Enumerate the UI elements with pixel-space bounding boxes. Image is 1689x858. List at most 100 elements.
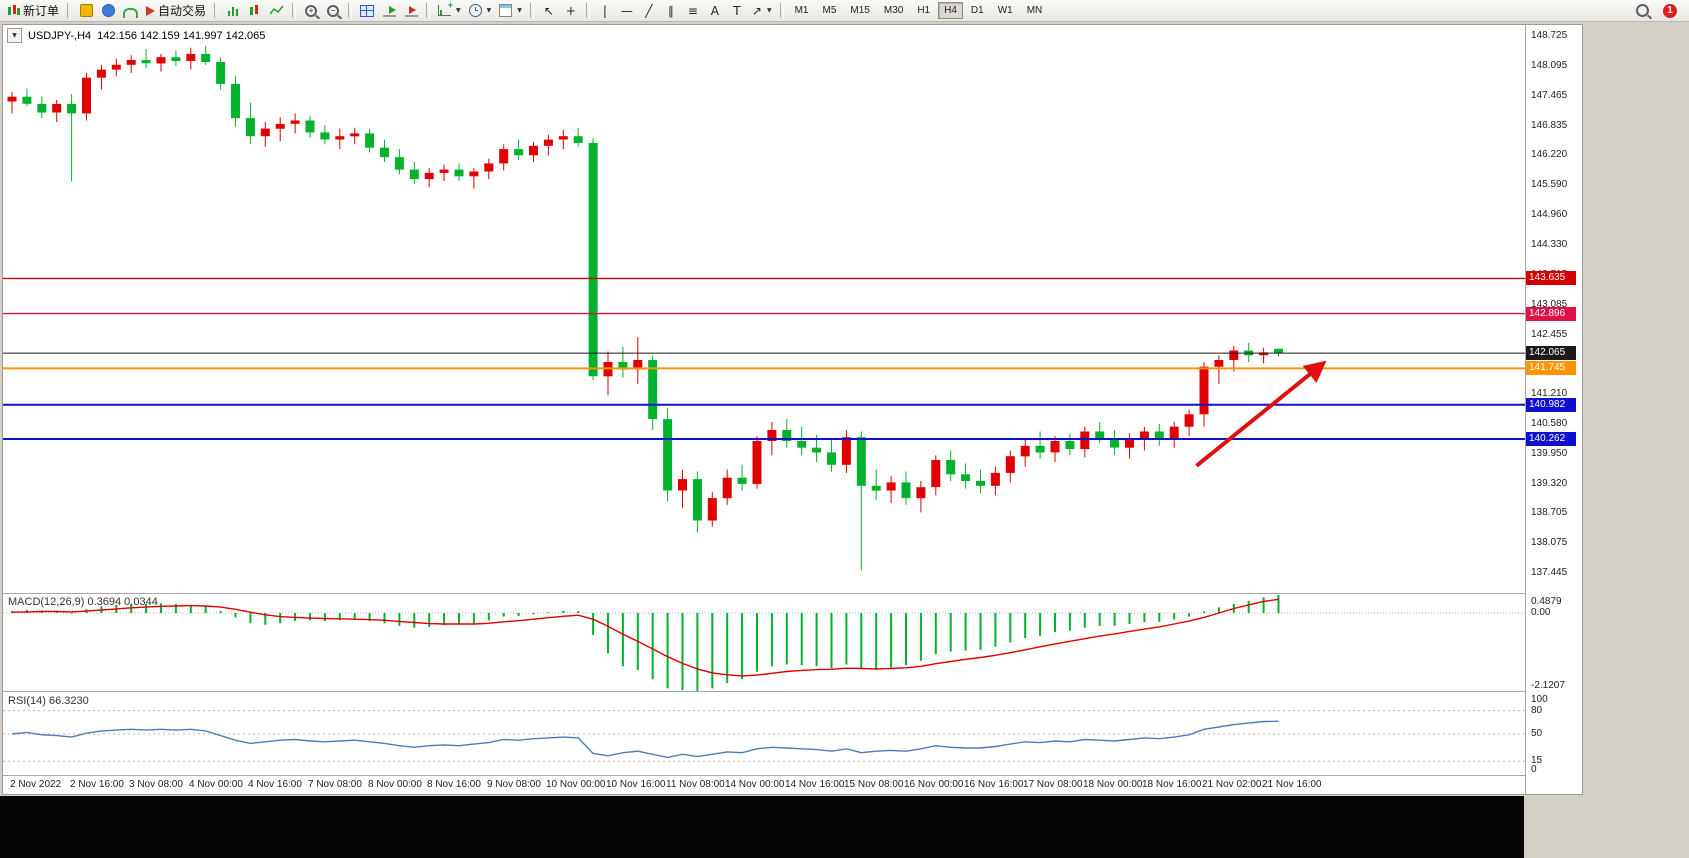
channel-icon: ∥ (667, 3, 674, 18)
time-axis[interactable]: 2 Nov 2022 2 Nov 16:00 3 Nov 08:00 4 Nov 00… (3, 775, 1525, 794)
text-label-button[interactable]: T (726, 1, 748, 21)
price-axis[interactable]: 148.725 148.095 147.465 146.835 146.220 145.5… (1525, 25, 1582, 794)
new-chart-icon (438, 0, 453, 16)
price-axis-label: 138.705 (1531, 507, 1568, 518)
price-axis-label: 137.445 (1531, 567, 1568, 578)
candlestick-chart-button[interactable] (244, 1, 266, 21)
date-label: 17 Nov 08:00 (1023, 779, 1083, 790)
price-axis-label: 145.590 (1531, 179, 1568, 190)
community-icon (101, 4, 115, 17)
date-label: 21 Nov 02:00 (1202, 779, 1262, 790)
chevron-down-icon: ▼ (12, 32, 17, 39)
crosshair-icon: + (565, 3, 576, 18)
tile-windows-button[interactable] (356, 1, 378, 21)
price-tag: 140.262 (1526, 432, 1576, 446)
date-label: 2 Nov 16:00 (70, 779, 124, 790)
support-button[interactable] (119, 1, 142, 21)
horizontal-line-button[interactable]: — (616, 1, 638, 21)
channel-button[interactable]: ∥ (660, 1, 682, 21)
rsi-axis-label: 80 (1531, 705, 1543, 716)
timeframe-button-d1[interactable]: D1 (970, 5, 984, 16)
templates-icon (499, 4, 513, 17)
price-axis-label: 139.950 (1531, 448, 1568, 459)
search-button[interactable] (1631, 1, 1653, 21)
community-button[interactable] (97, 1, 119, 21)
trendline-icon: ╱ (645, 3, 653, 18)
rsi-axis-label: 100 (1531, 694, 1548, 705)
text-button[interactable]: A (704, 1, 726, 21)
toolbar-separator (585, 3, 590, 18)
timeframe-button-mn[interactable]: MN (1026, 5, 1043, 16)
candlestick-layer (3, 45, 1525, 571)
chevron-down-icon: ▼ (766, 7, 772, 14)
date-label: 10 Nov 16:00 (606, 779, 666, 790)
price-tag: 142.065 (1526, 346, 1576, 360)
line-chart-button[interactable] (266, 1, 288, 21)
auto-scroll-button[interactable] (378, 1, 400, 21)
main-chart-plot[interactable] (3, 25, 1525, 593)
periods-button[interactable]: ▼ (465, 1, 496, 21)
zoom-out-button[interactable]: − (322, 1, 344, 21)
rsi-plot[interactable] (3, 693, 1525, 775)
market-icon (79, 4, 93, 17)
timeframe-button-m1[interactable]: M1 (794, 5, 809, 16)
macd-splitter[interactable] (3, 593, 1582, 594)
cursor-button[interactable]: ↖ (538, 1, 560, 21)
price-axis-label: 146.835 (1531, 120, 1568, 131)
price-axis-label: 148.725 (1531, 30, 1568, 41)
bar-chart-button[interactable] (222, 1, 244, 21)
main-toolbar: 新订单 自动交易 + − ▼ ▼ ▼ ↖ + | — ╱ ∥ ≡ A T (0, 0, 1689, 22)
toolbar-separator (67, 3, 72, 18)
fibonacci-button[interactable]: ≡ (682, 1, 704, 21)
date-label: 18 Nov 16:00 (1142, 779, 1202, 790)
macd-axis-label: 0.4879 (1531, 596, 1562, 607)
toolbar-separator (348, 3, 353, 18)
timeframe-toolbar: M1 M5 M15 M30 H1 H4 D1 W1 MN (788, 2, 1050, 19)
vertical-line-button[interactable]: | (594, 1, 616, 21)
toolbar-separator (779, 3, 784, 18)
templates-button[interactable]: ▼ (495, 1, 526, 21)
chart-shift-icon (404, 5, 418, 17)
trendline-button[interactable]: ╱ (638, 1, 660, 21)
toolbar-right: 1 (1631, 1, 1689, 21)
toolbar-separator (214, 3, 219, 18)
new-chart-button[interactable]: ▼ (434, 0, 465, 21)
chevron-down-icon: ▼ (456, 7, 461, 14)
notification-badge[interactable]: 1 (1663, 3, 1677, 18)
timeframe-button-m5[interactable]: M5 (822, 5, 837, 16)
price-tag: 142.896 (1526, 307, 1576, 321)
market-button[interactable] (75, 1, 97, 21)
price-axis-label: 143.085 (1531, 299, 1568, 310)
price-axis-label: 146.220 (1531, 149, 1568, 160)
auto-scroll-icon (382, 5, 396, 17)
bar-chart-icon (228, 5, 239, 16)
chevron-down-icon: ▼ (486, 7, 492, 14)
horizontal-line-icon: — (620, 3, 633, 18)
date-label: 8 Nov 00:00 (368, 779, 422, 790)
crosshair-button[interactable]: + (560, 1, 582, 21)
rsi-layer (3, 710, 1525, 762)
bottom-panel (0, 796, 1524, 858)
timeframe-button-h1[interactable]: H1 (917, 5, 931, 16)
chart-dropdown-button[interactable]: ▼ (7, 28, 22, 43)
autotrading-button[interactable]: 自动交易 (142, 1, 210, 21)
zoom-in-button[interactable]: + (300, 1, 322, 21)
chevron-down-icon: ▼ (517, 7, 522, 14)
date-label: 8 Nov 16:00 (427, 779, 481, 790)
tile-windows-icon (360, 4, 375, 17)
date-label: 3 Nov 08:00 (129, 779, 183, 790)
timeframe-button-m30[interactable]: M30 (883, 5, 904, 16)
timeframe-button-m15[interactable]: M15 (850, 5, 870, 16)
toolbar-separator (529, 3, 534, 18)
timeframe-button-w1[interactable]: W1 (997, 5, 1013, 16)
chart-shift-button[interactable] (400, 1, 422, 21)
zoom-out-icon: − (327, 4, 340, 17)
price-axis-label: 139.320 (1531, 478, 1568, 489)
timeframe-button-h4[interactable]: H4 (938, 2, 963, 19)
rsi-splitter[interactable] (3, 691, 1582, 692)
new-order-button[interactable]: 新订单 (3, 1, 63, 21)
macd-plot[interactable] (3, 595, 1525, 691)
arrows-button[interactable]: ↗ ▼ (748, 1, 776, 21)
price-axis-label: 138.075 (1531, 537, 1568, 548)
date-label: 2 Nov 2022 (10, 779, 62, 790)
